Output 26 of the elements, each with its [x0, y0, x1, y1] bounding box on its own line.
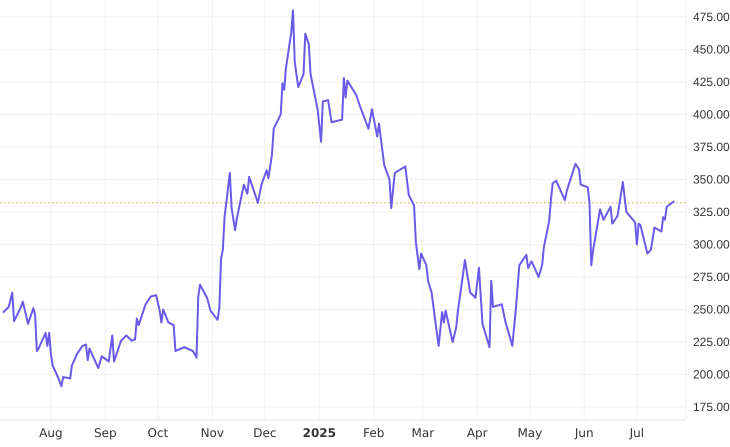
y-tick-label: 350.00 — [693, 172, 730, 187]
y-tick-label: 475.00 — [693, 10, 730, 24]
x-tick-label: Aug — [39, 426, 63, 440]
y-tick-label: 375.00 — [693, 140, 730, 154]
y-tick-label: 200.00 — [693, 368, 730, 382]
y-tick-label: 400.00 — [693, 108, 730, 122]
x-tick-label: Feb — [363, 426, 384, 440]
x-tick-label: Apr — [466, 426, 488, 440]
x-tick-label: Dec — [253, 426, 277, 440]
x-tick-label: May — [517, 426, 542, 440]
y-tick-label: 175.00 — [693, 400, 730, 414]
y-tick-label: 275.00 — [693, 270, 730, 284]
x-tick-label: Jun — [574, 426, 594, 440]
line-series — [2, 9, 675, 388]
y-tick-label: 450.00 — [693, 42, 730, 57]
y-tick-label: 325.00 — [693, 205, 730, 220]
x-tick-label: Oct — [148, 426, 169, 440]
x-tick-label: Sep — [94, 426, 117, 440]
y-tick-label: 300.00 — [693, 238, 730, 252]
x-tick-label: Jul — [628, 426, 644, 440]
y-tick-label: 225.00 — [693, 335, 730, 350]
y-tick-label: 425.00 — [693, 75, 730, 90]
y-tick-label: 250.00 — [693, 302, 730, 317]
x-tick-label: Mar — [412, 426, 434, 440]
x-tick-label: Nov — [200, 426, 224, 440]
x-tick-label: 2025 — [302, 426, 336, 440]
